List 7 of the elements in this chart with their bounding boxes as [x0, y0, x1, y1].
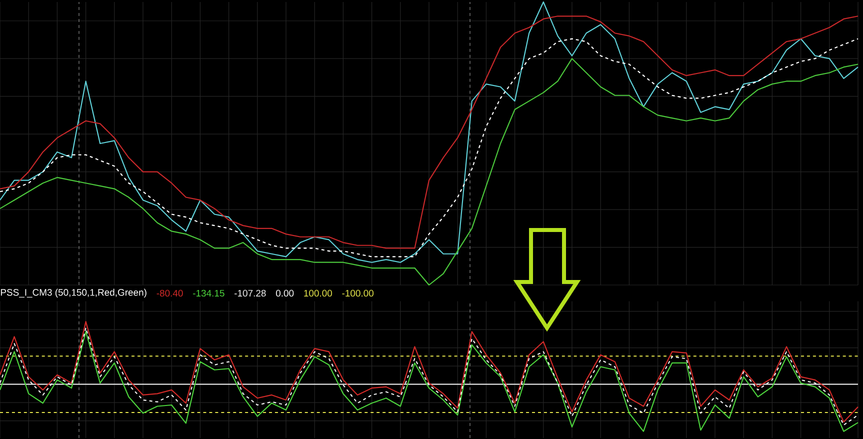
text: 100.00: [304, 290, 332, 297]
chart-title: PSS_I_CM3 (50,150,1,Red,Green): [0, 288, 146, 298]
text: 0.00: [276, 290, 294, 297]
text: -107.28: [234, 290, 266, 297]
text: -134.15: [193, 290, 224, 297]
text: -80.40: [156, 290, 183, 297]
text: -100.00: [342, 290, 374, 297]
